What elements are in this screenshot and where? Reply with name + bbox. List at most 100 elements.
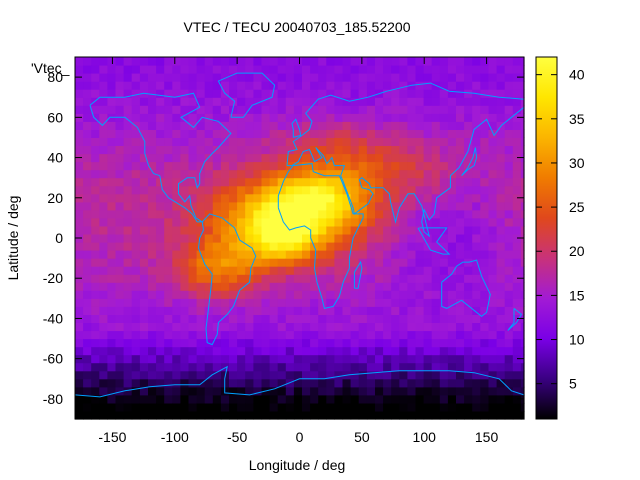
heatmap-cell bbox=[431, 57, 441, 66]
heatmap-cell bbox=[107, 330, 117, 340]
heatmap-cell bbox=[99, 185, 108, 195]
heatmap-cell bbox=[196, 193, 206, 203]
heatmap-cell bbox=[139, 209, 149, 219]
heatmap-cell bbox=[391, 129, 400, 138]
heatmap-cell bbox=[91, 81, 100, 90]
heatmap-cell bbox=[253, 234, 263, 243]
heatmap-cell bbox=[83, 298, 92, 307]
heatmap-cell bbox=[75, 129, 84, 138]
heatmap-cell bbox=[277, 402, 287, 412]
heatmap-cell bbox=[156, 57, 165, 66]
heatmap-cell bbox=[472, 411, 481, 420]
heatmap-cell bbox=[464, 354, 473, 364]
heatmap-cell bbox=[456, 298, 465, 307]
heatmap-cell bbox=[472, 201, 481, 211]
heatmap-cell bbox=[334, 330, 344, 340]
heatmap-cell bbox=[83, 129, 92, 138]
heatmap-cell bbox=[391, 354, 400, 364]
heatmap-cell bbox=[277, 314, 287, 323]
heatmap-cell bbox=[488, 354, 498, 364]
heatmap-cell bbox=[237, 346, 246, 356]
heatmap-cell bbox=[310, 386, 319, 396]
heatmap-cell bbox=[318, 242, 327, 251]
heatmap-cell bbox=[383, 394, 392, 404]
heatmap-cell bbox=[310, 322, 319, 332]
heatmap-cell bbox=[383, 89, 392, 98]
heatmap-cell bbox=[431, 234, 441, 243]
heatmap-cell bbox=[496, 81, 506, 90]
heatmap-cell bbox=[172, 290, 181, 299]
heatmap-cell bbox=[115, 282, 125, 291]
heatmap-cell bbox=[164, 201, 173, 211]
heatmap-cell bbox=[293, 250, 303, 259]
heatmap-cell bbox=[342, 338, 352, 348]
heatmap-cell bbox=[285, 411, 295, 420]
heatmap-cell bbox=[156, 105, 165, 114]
heatmap-cell bbox=[310, 217, 319, 227]
heatmap-cell bbox=[188, 185, 198, 195]
heatmap-cell bbox=[334, 306, 344, 315]
heatmap-cell bbox=[391, 306, 400, 315]
heatmap-cell bbox=[277, 137, 287, 146]
coastline-africa bbox=[277, 163, 364, 309]
heatmap-cell bbox=[358, 298, 368, 307]
heatmap-cell bbox=[366, 65, 376, 74]
heatmap-cell bbox=[423, 113, 433, 122]
heatmap-cell bbox=[310, 193, 319, 203]
heatmap-cell bbox=[196, 129, 206, 138]
heatmap-cell bbox=[488, 234, 498, 243]
heatmap-cell bbox=[431, 145, 441, 155]
heatmap-cell bbox=[164, 177, 173, 187]
heatmap-cell bbox=[115, 242, 125, 251]
heatmap-cell bbox=[115, 161, 125, 171]
y-tick-label: 0 bbox=[55, 230, 63, 246]
heatmap-cell bbox=[358, 250, 368, 259]
heatmap-cell bbox=[148, 113, 157, 122]
heatmap-cell bbox=[464, 378, 473, 388]
heatmap-cell bbox=[188, 314, 198, 323]
heatmap-cell bbox=[212, 306, 222, 315]
heatmap-cell bbox=[261, 242, 271, 251]
heatmap-cell bbox=[196, 402, 206, 412]
heatmap-cell bbox=[375, 394, 384, 404]
heatmap-cell bbox=[431, 378, 441, 388]
heatmap-cell bbox=[83, 89, 92, 98]
heatmap-cell bbox=[456, 386, 465, 396]
heatmap-cell bbox=[375, 314, 384, 323]
heatmap-cell bbox=[423, 250, 433, 259]
heatmap-cell bbox=[75, 346, 84, 356]
series-key-label: 'Vtec_ bbox=[31, 60, 70, 76]
heatmap-cell bbox=[115, 193, 125, 203]
heatmap-cell bbox=[253, 266, 263, 275]
heatmap-cell bbox=[277, 129, 287, 138]
heatmap-cell bbox=[310, 145, 319, 155]
y-tick-label: 60 bbox=[47, 109, 63, 125]
heatmap-cell bbox=[366, 137, 376, 146]
heatmap-cell bbox=[285, 338, 295, 348]
heatmap-cell bbox=[464, 322, 473, 332]
heatmap-cell bbox=[302, 322, 311, 332]
heatmap-cell bbox=[391, 250, 400, 259]
heatmap-cell bbox=[423, 346, 433, 356]
heatmap-cell bbox=[302, 242, 311, 251]
heatmap-cell bbox=[464, 306, 473, 315]
heatmap-cell bbox=[180, 411, 190, 420]
heatmap-cell bbox=[229, 306, 238, 315]
heatmap-cell bbox=[99, 153, 108, 163]
heatmap-cell bbox=[172, 177, 181, 187]
heatmap-cell bbox=[375, 65, 384, 74]
heatmap-cell bbox=[399, 225, 408, 235]
heatmap-cell bbox=[148, 354, 157, 364]
heatmap-cell bbox=[172, 402, 181, 412]
heatmap-cell bbox=[342, 113, 352, 122]
heatmap-cell bbox=[293, 378, 303, 388]
heatmap-cell bbox=[204, 57, 214, 66]
heatmap-cell bbox=[488, 209, 498, 219]
heatmap-cell bbox=[212, 161, 222, 171]
heatmap-cell bbox=[229, 411, 238, 420]
heatmap-cell bbox=[520, 225, 525, 235]
heatmap-cell bbox=[358, 411, 368, 420]
heatmap-cell bbox=[115, 250, 125, 259]
heatmap-cell bbox=[318, 354, 327, 364]
heatmap-cell bbox=[237, 411, 246, 420]
